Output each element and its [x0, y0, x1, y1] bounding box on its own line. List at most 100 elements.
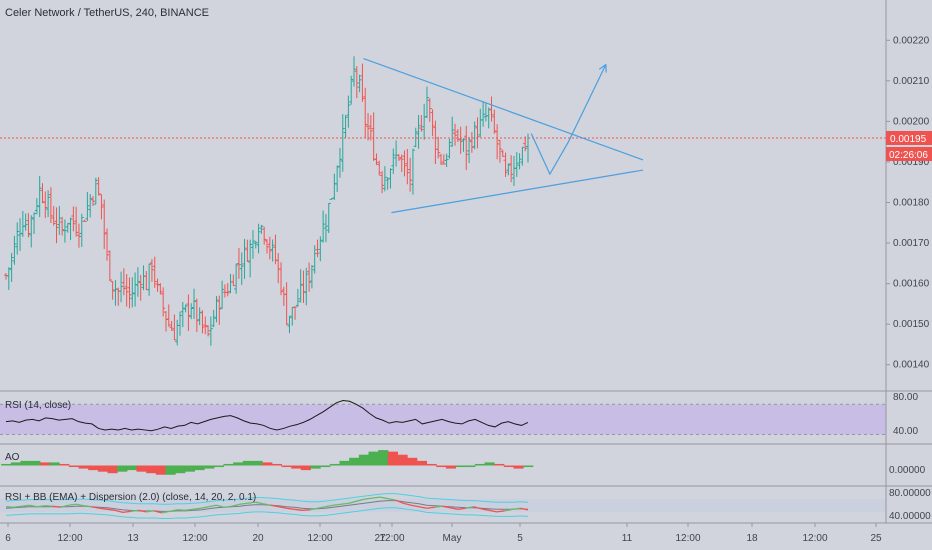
ao-bar: [339, 460, 350, 466]
ao-bar: [136, 465, 147, 472]
bb-rsi-segment: [13, 505, 22, 508]
time-tick-label: 12:00: [57, 533, 82, 544]
bb-rsi-segment: [294, 508, 303, 511]
bb-rsi-segment: [83, 505, 92, 508]
bb-rsi-segment: [426, 506, 435, 509]
ao-bar: [349, 457, 360, 466]
rsi-pane[interactable]: [0, 400, 886, 435]
bb-rsi-segment: [68, 503, 77, 506]
price-tick-label: 0.00160: [893, 279, 930, 290]
ao-bar: [465, 465, 476, 468]
bb-rsi-segment: [465, 506, 474, 509]
ao-bar: [281, 465, 292, 468]
ao-bar: [68, 465, 79, 468]
current-price-badge: [886, 131, 932, 145]
ao-bar: [30, 460, 41, 466]
time-tick-label: 13: [127, 533, 139, 544]
chart-title: Celer Network / TetherUS, 240, BINANCE: [5, 7, 209, 19]
countdown-badge: [886, 147, 932, 161]
bb-rsi-segment: [411, 504, 420, 508]
bb-rsi-segment: [504, 508, 513, 512]
ao-bar: [455, 465, 466, 468]
ao-bar: [436, 465, 447, 468]
ao-bar: [194, 465, 205, 471]
bb-rsi-segment: [442, 505, 451, 509]
price-tick-label: 0.00190: [893, 157, 930, 168]
bb-rsi-segment: [481, 508, 490, 511]
bb-dispersion-zone: [0, 499, 886, 512]
ao-bar: [223, 463, 234, 466]
bb-rsi-segment: [395, 499, 404, 504]
ao-bar: [397, 454, 408, 466]
price-axis[interactable]: 0.00220 0.00210 0.00200 0.00190 0.00180 0.001…: [886, 35, 930, 371]
trendline-upper[interactable]: [363, 57, 644, 161]
bb-rsi-segment: [231, 503, 240, 507]
bb-rsi-segment: [60, 504, 69, 508]
bb-rsi-segment: [208, 504, 217, 508]
ao-pane[interactable]: [1, 450, 534, 475]
bb-rsi-segment: [239, 502, 248, 505]
ao-bar: [387, 451, 398, 466]
time-tick-label: 20: [252, 533, 264, 544]
time-tick-label: May: [443, 533, 462, 544]
price-pane[interactable]: [0, 56, 886, 346]
rsi-tick-80: 80.00: [893, 392, 918, 403]
countdown-label: 02:26:06: [889, 150, 928, 161]
bb-rsi-segment: [372, 496, 381, 499]
ao-bar: [146, 465, 157, 474]
bb-rsi-segment: [216, 504, 225, 508]
bb-rsi-segment: [21, 504, 30, 507]
bb-rsi-segment: [309, 507, 318, 511]
bb-rsi-segment: [75, 503, 85, 507]
ao-bar: [1, 463, 12, 466]
bb-rsi-segment: [107, 508, 116, 511]
ao-bar: [358, 454, 369, 466]
trendline-lower[interactable]: [391, 169, 644, 214]
bb-rsi-segment: [488, 509, 497, 513]
ao-bar: [310, 465, 321, 469]
bb-rsi-segment: [185, 508, 194, 511]
ao-bar: [378, 450, 389, 466]
bb-rsi-segment: [302, 509, 310, 511]
bb-rsi-segment: [99, 507, 108, 510]
bb-rsi-segment: [512, 507, 521, 510]
ao-label: AO: [5, 452, 20, 463]
bb-rsi-segment: [262, 503, 272, 506]
bb-rsi-segment: [434, 505, 443, 508]
time-tick-label: 12:00: [802, 533, 827, 544]
price-tick-label: 0.00170: [893, 238, 930, 249]
price-tick-label: 0.00210: [893, 76, 930, 87]
bb-rsi-segment: [270, 504, 279, 508]
time-tick-label: 5: [517, 533, 523, 544]
price-tick-label: 0.00140: [893, 360, 930, 371]
projection-path[interactable]: [530, 64, 607, 176]
ao-bar: [416, 460, 427, 466]
price-tick-label: 0.00150: [893, 319, 930, 330]
ao-bar: [20, 460, 31, 466]
bb-rsi-segment: [114, 509, 124, 513]
price-tick-label: 0.00220: [893, 35, 930, 46]
bb-rsi-segment: [457, 507, 466, 510]
bb-rsi-segment: [403, 502, 412, 506]
bb-rsi-segment: [449, 507, 459, 510]
rsi-label: RSI (14, close): [5, 400, 71, 411]
bb-rsi-segment: [473, 506, 482, 510]
time-tick-label: 18: [746, 533, 758, 544]
bb-rsi-segment: [44, 505, 53, 507]
bb-tick-40: 40.00000: [889, 511, 931, 522]
ao-bar: [445, 465, 456, 469]
ao-bar: [494, 463, 505, 466]
time-tick-label: 12:00: [307, 533, 332, 544]
bb-rsi-segment: [325, 504, 334, 508]
bb-lower-band: [5, 507, 529, 519]
bb-rsi-segment: [286, 507, 295, 510]
rsi-bb-pane[interactable]: [0, 493, 886, 519]
ao-bar: [513, 465, 524, 469]
rsi-bb-label: RSI + BB (EMA) + Dispersion (2.0) (close…: [5, 492, 256, 503]
ao-bar: [262, 462, 273, 466]
bb-rsi-segment: [255, 501, 264, 505]
